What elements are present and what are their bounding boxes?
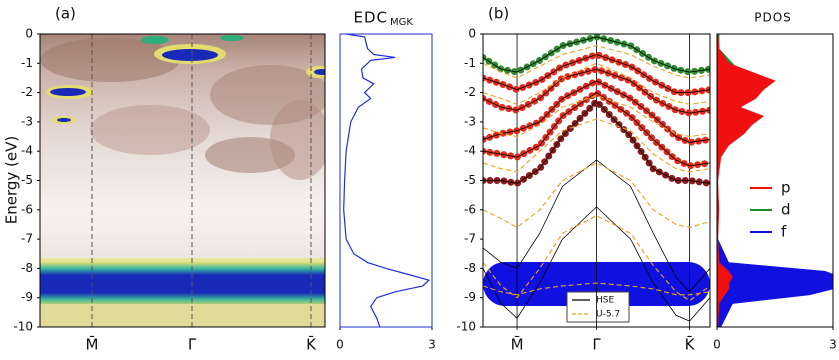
x-tick-label: K̄ <box>685 335 696 354</box>
y-axis-label: Energy (eV) <box>3 136 21 224</box>
band <box>483 80 710 143</box>
pdos-area <box>717 34 776 327</box>
band <box>483 94 710 138</box>
x-tick-label: 0 <box>336 338 344 352</box>
y-tick-label: -1 <box>464 56 476 70</box>
plot-frame <box>339 33 433 328</box>
panel-title: EDC <box>353 9 388 27</box>
x-tick-label: Γ̄ <box>188 336 197 354</box>
legend-label: HSE <box>596 296 614 306</box>
legend-label: U-5.7 <box>596 310 620 320</box>
panel-title: PDOS <box>754 11 792 25</box>
x-tick-label: Γ̄ <box>592 336 601 354</box>
legend-label: d <box>781 201 791 219</box>
legend-label: f <box>781 223 787 241</box>
band <box>483 68 710 114</box>
x-tick-label: K̄ <box>306 335 317 354</box>
band <box>483 162 710 229</box>
y-tick-label: -2 <box>21 85 33 99</box>
y-tick-label: -5 <box>464 173 476 187</box>
y-tick-label: -10 <box>456 320 476 334</box>
y-tick-label: -3 <box>21 114 33 128</box>
y-tick-label: -7 <box>21 232 33 246</box>
y-tick-label: -8 <box>21 261 33 275</box>
y-tick-label: 0 <box>25 27 33 41</box>
band <box>483 282 710 296</box>
y-tick-label: -4 <box>21 144 33 158</box>
x-tick-label: 3 <box>829 338 837 352</box>
y-tick-label: -3 <box>464 114 476 128</box>
plot-frame <box>716 33 834 328</box>
panel-label: (b) <box>488 5 509 23</box>
band <box>483 118 710 173</box>
band <box>483 206 710 322</box>
x-tick-label: M̄ <box>86 335 99 354</box>
arpes-image <box>40 34 325 327</box>
band <box>483 92 710 167</box>
legend-box <box>566 291 630 323</box>
plot-frame <box>39 33 326 328</box>
y-tick-label: -10 <box>13 320 33 334</box>
y-tick-label: -6 <box>21 202 33 216</box>
y-tick-label: -6 <box>464 202 476 216</box>
band <box>483 36 710 73</box>
y-tick-label: -4 <box>464 144 476 158</box>
edc-curve <box>343 33 431 328</box>
y-tick-label: 0 <box>468 27 476 41</box>
band <box>483 159 710 293</box>
y-tick-label: -1 <box>21 56 33 70</box>
band <box>483 45 710 79</box>
pdos-areas <box>717 34 833 327</box>
plot-frame <box>482 33 711 328</box>
band <box>483 100 710 184</box>
y-tick-label: -9 <box>464 290 476 304</box>
band <box>483 54 710 93</box>
panel-label: (a) <box>55 5 76 23</box>
x-tick-label: 0 <box>713 338 721 352</box>
y-tick-label: -8 <box>464 261 476 275</box>
panel-title-subscript: MGK <box>390 17 413 28</box>
x-tick-label: 3 <box>428 338 436 352</box>
y-tick-label: -7 <box>464 232 476 246</box>
x-tick-label: M̄ <box>511 335 524 354</box>
band-lines <box>483 34 710 322</box>
band-legend <box>566 291 630 323</box>
legend-label: p <box>781 179 791 197</box>
y-tick-label: -9 <box>21 290 33 304</box>
band <box>483 62 710 105</box>
y-tick-label: -2 <box>464 85 476 99</box>
y-tick-label: -5 <box>21 173 33 187</box>
